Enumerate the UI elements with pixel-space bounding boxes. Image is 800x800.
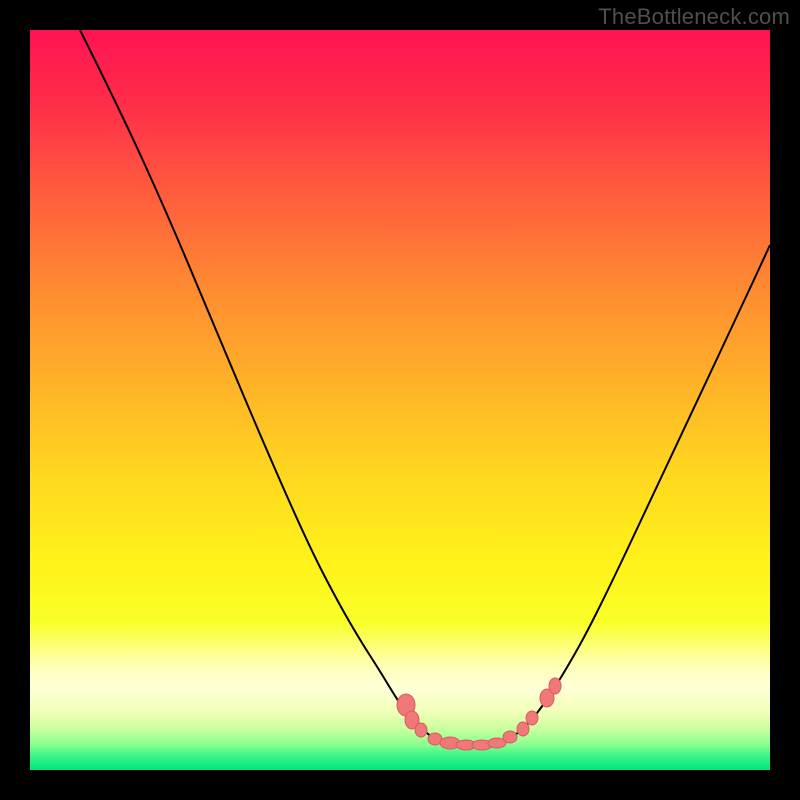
watermark-text: TheBottleneck.com	[598, 4, 790, 30]
curve-marker	[415, 723, 427, 737]
plot-area	[30, 30, 770, 770]
curve-marker	[503, 731, 517, 743]
curve-marker	[517, 722, 529, 736]
curve-marker	[549, 678, 561, 694]
curve-marker	[526, 711, 538, 725]
bottleneck-chart	[0, 0, 800, 800]
chart-container: TheBottleneck.com	[0, 0, 800, 800]
